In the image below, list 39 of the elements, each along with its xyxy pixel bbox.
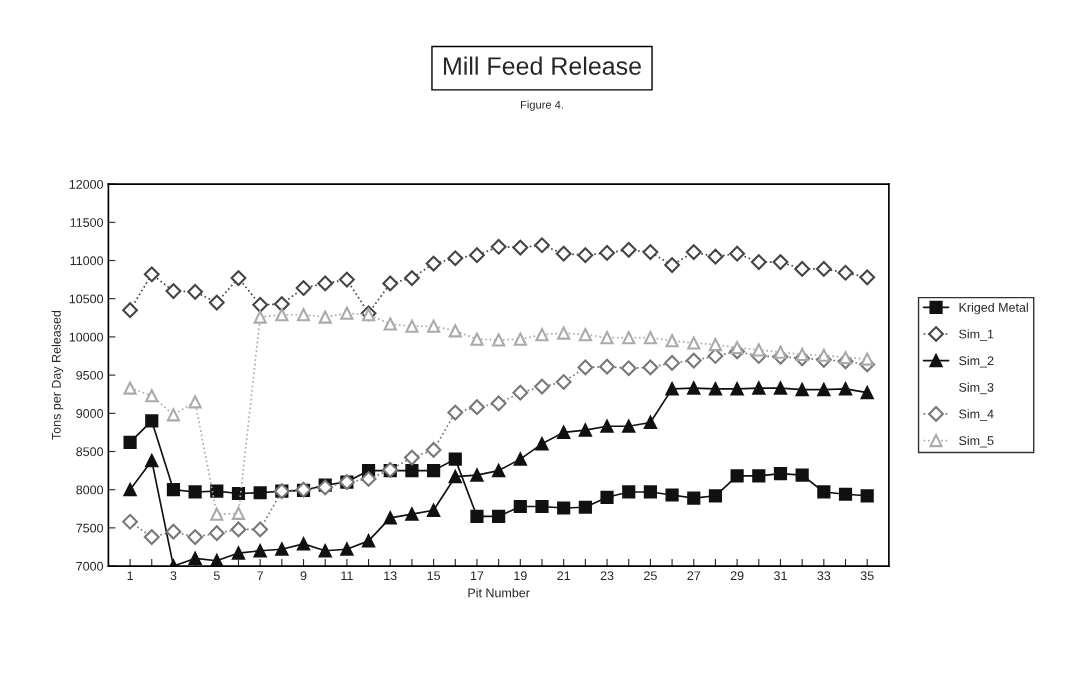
chart-title: Mill Feed Release — [444, 56, 641, 75]
x-tick-label: 33 — [817, 571, 831, 581]
x-axis-title: Pit Number — [468, 588, 530, 598]
x-tick-label: 29 — [730, 571, 744, 581]
x-tick-label: 27 — [687, 571, 701, 580]
x-tick-label: 35 — [860, 571, 874, 581]
x-tick-label: 11 — [341, 571, 353, 580]
x-tick-label: 21 — [557, 571, 571, 580]
legend-label: Sim_1 — [959, 329, 994, 341]
x-tick-label: 17 — [470, 571, 484, 580]
legend-label: Sim_2 — [959, 355, 994, 368]
y-tick-label: 11000 — [70, 256, 104, 266]
y-tick-label: 9000 — [76, 409, 104, 418]
legend-label: Kriged Metal — [959, 302, 1028, 315]
y-axis-title: Tons per Day Released — [51, 310, 64, 440]
y-tick-label: 7500 — [76, 523, 104, 533]
x-tick-label: 23 — [600, 571, 614, 581]
x-tick-label: 13 — [384, 571, 397, 581]
y-tick-label: 8500 — [76, 447, 104, 457]
x-tick-label: 9 — [300, 571, 307, 581]
y-tick-label: 7000 — [76, 561, 104, 571]
text: Sim_3 — [959, 382, 994, 395]
y-tick-label: 10000 — [69, 332, 104, 342]
y-tick-label: 9500 — [76, 370, 104, 380]
x-tick-label: 7 — [257, 571, 264, 580]
y-tick-label: 10500 — [69, 294, 104, 304]
legend-label: Sim_4 — [959, 409, 994, 421]
x-tick-label: 1 — [127, 571, 133, 580]
x-tick-label: 25 — [644, 571, 657, 581]
x-tick-label: 15 — [427, 571, 441, 581]
x-tick-label: 19 — [514, 571, 527, 581]
y-tick-label: 11500 — [70, 218, 104, 227]
y-tick-label: 12000 — [69, 179, 104, 189]
x-tick-label: 3 — [170, 571, 177, 581]
x-tick-label: 31 — [774, 571, 787, 581]
legend-label: Sim_5 — [959, 435, 994, 448]
x-tick-label: 5 — [213, 571, 220, 581]
y-tick-label: 8000 — [76, 485, 104, 495]
chart-subtitle: Figure 4. — [520, 100, 563, 111]
